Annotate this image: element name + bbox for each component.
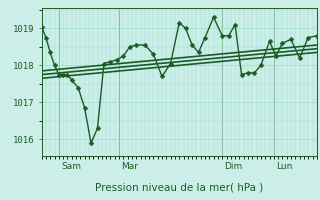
Text: Lun: Lun	[276, 162, 292, 171]
Text: Dim: Dim	[224, 162, 243, 171]
Text: Mar: Mar	[121, 162, 138, 171]
Text: Pression niveau de la mer( hPa ): Pression niveau de la mer( hPa )	[95, 183, 263, 193]
Text: Sam: Sam	[61, 162, 81, 171]
